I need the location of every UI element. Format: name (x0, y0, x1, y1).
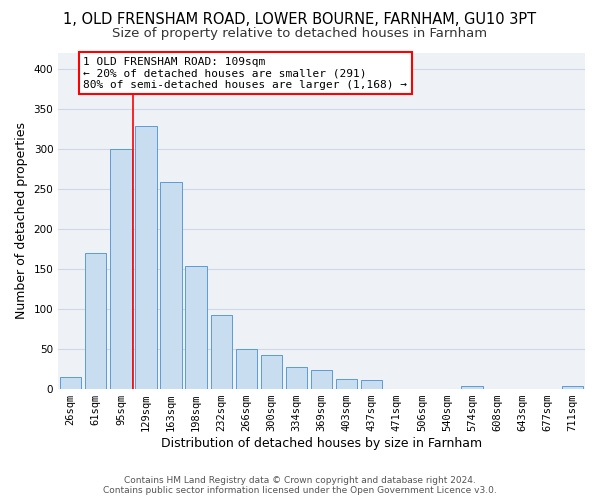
Bar (236, 349, 257, 389)
Bar (60, 377, 82, 389)
Bar (110, 148, 131, 389)
Bar (85, 253, 106, 389)
Bar (286, 366, 307, 389)
Text: 1, OLD FRENSHAM ROAD, LOWER BOURNE, FARNHAM, GU10 3PT: 1, OLD FRENSHAM ROAD, LOWER BOURNE, FARN… (64, 12, 536, 28)
Y-axis label: Number of detached properties: Number of detached properties (15, 122, 28, 320)
Bar (562, 386, 583, 389)
Bar (461, 386, 483, 389)
Text: Contains HM Land Registry data © Crown copyright and database right 2024.
Contai: Contains HM Land Registry data © Crown c… (103, 476, 497, 495)
Bar (160, 182, 182, 389)
Text: 1 OLD FRENSHAM ROAD: 109sqm
← 20% of detached houses are smaller (291)
80% of se: 1 OLD FRENSHAM ROAD: 109sqm ← 20% of det… (83, 56, 407, 90)
Text: Size of property relative to detached houses in Farnham: Size of property relative to detached ho… (112, 28, 488, 40)
Bar (185, 266, 207, 389)
Bar (261, 354, 282, 389)
Bar (311, 370, 332, 389)
Bar (336, 380, 358, 389)
X-axis label: Distribution of detached houses by size in Farnham: Distribution of detached houses by size … (161, 437, 482, 450)
Bar (211, 316, 232, 389)
Bar (136, 126, 157, 389)
Bar (361, 380, 382, 389)
